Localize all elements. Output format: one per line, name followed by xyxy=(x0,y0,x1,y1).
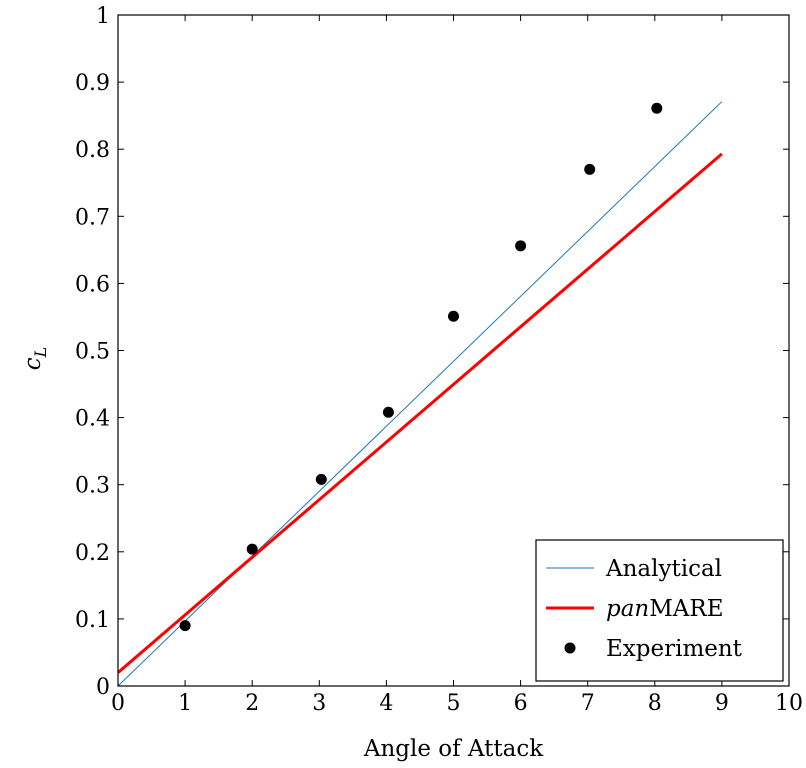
y-axis-label: cL xyxy=(20,347,50,371)
series-line-1 xyxy=(117,152,723,674)
y-axis-label-subscript: L xyxy=(31,347,50,359)
experiment-point xyxy=(315,473,327,485)
x-tick-label: 4 xyxy=(379,691,393,716)
y-tick-label: 0.9 xyxy=(75,71,110,96)
series-layer xyxy=(117,101,723,687)
legend-entry-experiment: Experiment xyxy=(564,636,743,662)
legend: Analytical panMARE Experiment xyxy=(535,539,784,682)
experiment-point xyxy=(246,543,258,555)
y-tick-label: 0.8 xyxy=(75,138,110,163)
x-tick-label: 6 xyxy=(514,691,528,716)
legend-entry-analytical: Analytical xyxy=(546,556,722,582)
y-axis-label-main: c xyxy=(20,357,46,370)
experiment-point xyxy=(179,620,191,632)
experiment-point xyxy=(448,310,459,322)
legend-label-panmare-italic: pan xyxy=(606,596,649,622)
legend-entry-panmare: panMARE xyxy=(546,596,724,622)
legend-box xyxy=(535,539,784,682)
x-tick-label: 1 xyxy=(178,691,192,716)
y-tick-label: 0.7 xyxy=(75,205,110,230)
legend-label-panmare-rest: MARE xyxy=(649,596,723,622)
legend-swatch-experiment xyxy=(564,642,576,654)
experiment-point xyxy=(584,163,596,175)
series-line-0 xyxy=(117,101,723,687)
legend-label-analytical: Analytical xyxy=(605,556,722,582)
x-axis-label: Angle of Attack xyxy=(363,736,544,762)
axis-ticks xyxy=(117,14,790,687)
x-tick-label: 0 xyxy=(111,691,125,716)
axis-tick-labels: 0 1 2 3 4 5 6 7 8 9 10 0 0.1 0.2 0.3 0.4 0.5 0.6 0.7 0.8 0.9… xyxy=(75,4,803,716)
experiment-point xyxy=(382,406,394,418)
legend-label-panmare: panMARE xyxy=(606,596,724,622)
x-tick-label: 5 xyxy=(447,691,461,716)
y-tick-label: 0.4 xyxy=(75,407,110,432)
experiment-point xyxy=(515,240,527,252)
y-tick-label: 0.6 xyxy=(75,272,110,297)
y-tick-label: 0.2 xyxy=(75,541,110,566)
x-tick-label: 9 xyxy=(715,691,729,716)
x-tick-label: 8 xyxy=(648,691,662,716)
y-tick-label: 1 xyxy=(96,4,110,29)
x-tick-label: 3 xyxy=(312,691,326,716)
y-tick-label: 0 xyxy=(96,675,110,700)
y-tick-label: 0.1 xyxy=(75,608,110,633)
x-tick-label: 2 xyxy=(245,691,259,716)
y-tick-label: 0.5 xyxy=(75,340,110,365)
legend-label-experiment: Experiment xyxy=(606,636,743,662)
x-tick-label: 7 xyxy=(581,691,595,716)
experiment-point xyxy=(651,102,663,114)
y-tick-label: 0.3 xyxy=(75,474,110,499)
x-tick-label: 10 xyxy=(775,691,803,716)
